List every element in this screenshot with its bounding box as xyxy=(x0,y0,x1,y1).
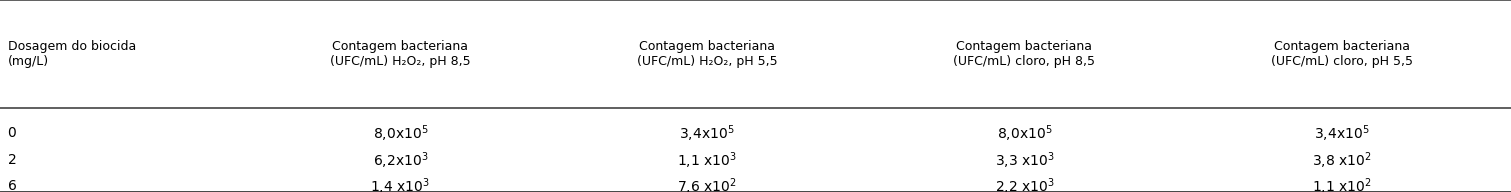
Text: 6,2x10$^3$: 6,2x10$^3$ xyxy=(373,150,428,171)
Text: 2,2 x10$^3$: 2,2 x10$^3$ xyxy=(994,176,1055,192)
Text: 7,6 x10$^2$: 7,6 x10$^2$ xyxy=(677,176,737,192)
Text: Contagem bacteriana
(UFC/mL) cloro, pH 5,5: Contagem bacteriana (UFC/mL) cloro, pH 5… xyxy=(1271,40,1413,68)
Text: 2: 2 xyxy=(8,153,17,167)
Text: 3,8 x10$^2$: 3,8 x10$^2$ xyxy=(1312,150,1372,171)
Text: Contagem bacteriana
(UFC/mL) H₂O₂, pH 5,5: Contagem bacteriana (UFC/mL) H₂O₂, pH 5,… xyxy=(636,40,778,68)
Text: 1,1 x10$^2$: 1,1 x10$^2$ xyxy=(1312,176,1372,192)
Text: 3,4x10$^5$: 3,4x10$^5$ xyxy=(1315,123,1369,144)
Text: 1,4 x10$^3$: 1,4 x10$^3$ xyxy=(370,176,431,192)
Text: Dosagem do biocida
(mg/L): Dosagem do biocida (mg/L) xyxy=(8,40,136,68)
Text: 3,4x10$^5$: 3,4x10$^5$ xyxy=(680,123,734,144)
Text: 0: 0 xyxy=(8,127,17,140)
Text: 6: 6 xyxy=(8,179,17,192)
Text: Contagem bacteriana
(UFC/mL) H₂O₂, pH 8,5: Contagem bacteriana (UFC/mL) H₂O₂, pH 8,… xyxy=(329,40,471,68)
Text: 8,0x10$^5$: 8,0x10$^5$ xyxy=(997,123,1052,144)
Text: 8,0x10$^5$: 8,0x10$^5$ xyxy=(373,123,428,144)
Text: 1,1 x10$^3$: 1,1 x10$^3$ xyxy=(677,150,737,171)
Text: 3,3 x10$^3$: 3,3 x10$^3$ xyxy=(994,150,1055,171)
Text: Contagem bacteriana
(UFC/mL) cloro, pH 8,5: Contagem bacteriana (UFC/mL) cloro, pH 8… xyxy=(953,40,1095,68)
